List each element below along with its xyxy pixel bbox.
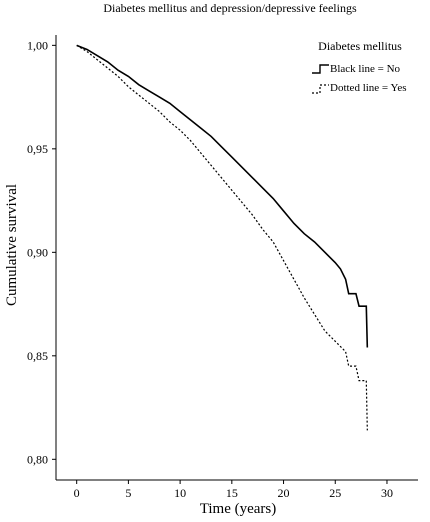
survival-curve-no-diabetes <box>76 44 369 348</box>
x-tick-label-5: 5 <box>125 486 131 500</box>
x-axis-title: Time (years) <box>200 501 277 517</box>
legend: Diabetes mellitus Black line = No Dotted… <box>312 39 406 94</box>
x-tick-label-15: 15 <box>226 486 238 500</box>
y-axis-ticks: 1,00 0,95 0,90 0,85 0,80 <box>27 38 56 466</box>
survival-curve-diabetes <box>76 44 368 431</box>
x-tick-label-30: 30 <box>381 486 393 500</box>
y-tick-label-1,00: 1,00 <box>27 38 48 52</box>
x-axis-ticks: 0 5 10 15 20 25 30 <box>74 480 393 500</box>
y-tick-label-0,85: 0,85 <box>27 349 48 363</box>
y-tick-label-0,95: 0,95 <box>27 142 48 156</box>
legend-title: Diabetes mellitus <box>318 39 402 53</box>
x-tick-label-25: 25 <box>329 486 341 500</box>
legend-entry-yes: Dotted line = Yes <box>330 82 406 94</box>
x-tick-label-0: 0 <box>74 486 80 500</box>
x-tick-label-10: 10 <box>174 486 186 500</box>
y-tick-label-0,90: 0,90 <box>27 245 48 259</box>
y-axis-title: Cumulative survival <box>4 184 20 306</box>
legend-entry-no: Black line = No <box>330 63 401 75</box>
legend-solid-line-swatch <box>312 64 329 74</box>
legend-dotted-line-swatch <box>312 84 329 94</box>
chart-title: Diabetes mellitus and depression/depress… <box>103 1 357 15</box>
series-layer <box>76 44 369 431</box>
x-tick-label-20: 20 <box>278 486 290 500</box>
y-tick-label-0,80: 0,80 <box>27 452 48 466</box>
